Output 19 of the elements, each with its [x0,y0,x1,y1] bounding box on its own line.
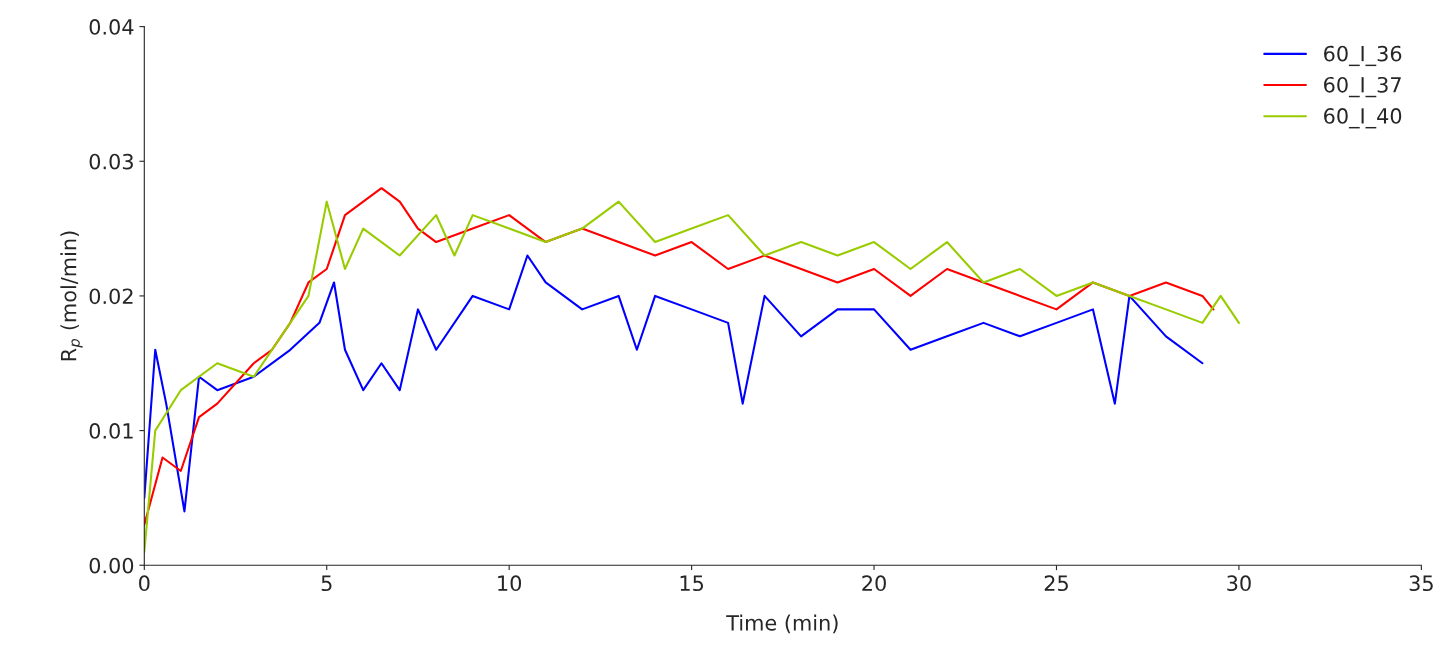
x-tick-label: 25 [1044,575,1068,592]
line-series [144,254,1204,513]
x-axis-title: Time (min) [726,614,838,634]
y-tick-label: 0.00 [89,557,134,574]
x-tick-label: 35 [1409,575,1433,592]
legend-label: 60_I_40 [1324,108,1402,129]
y-tick-label: 0.01 [89,423,133,439]
x-tick-label: 15 [680,575,704,592]
x-tick-label: 30 [1227,575,1251,592]
legend-label: 60_I_37 [1324,76,1401,98]
legend-label: 60_I_36 [1324,45,1402,67]
y-tick-label: 0.02 [89,288,133,305]
y-tick-label: 0.04 [89,19,134,35]
x-tick-label: 10 [498,575,522,592]
x-tick-label: 5 [321,575,332,592]
y-tick-label: 0.03 [89,153,133,170]
x-tick-label: 20 [862,575,886,592]
y-axis-title: R$_{p}$ (mol/min) [60,231,83,361]
x-tick-label: 0 [139,575,150,592]
